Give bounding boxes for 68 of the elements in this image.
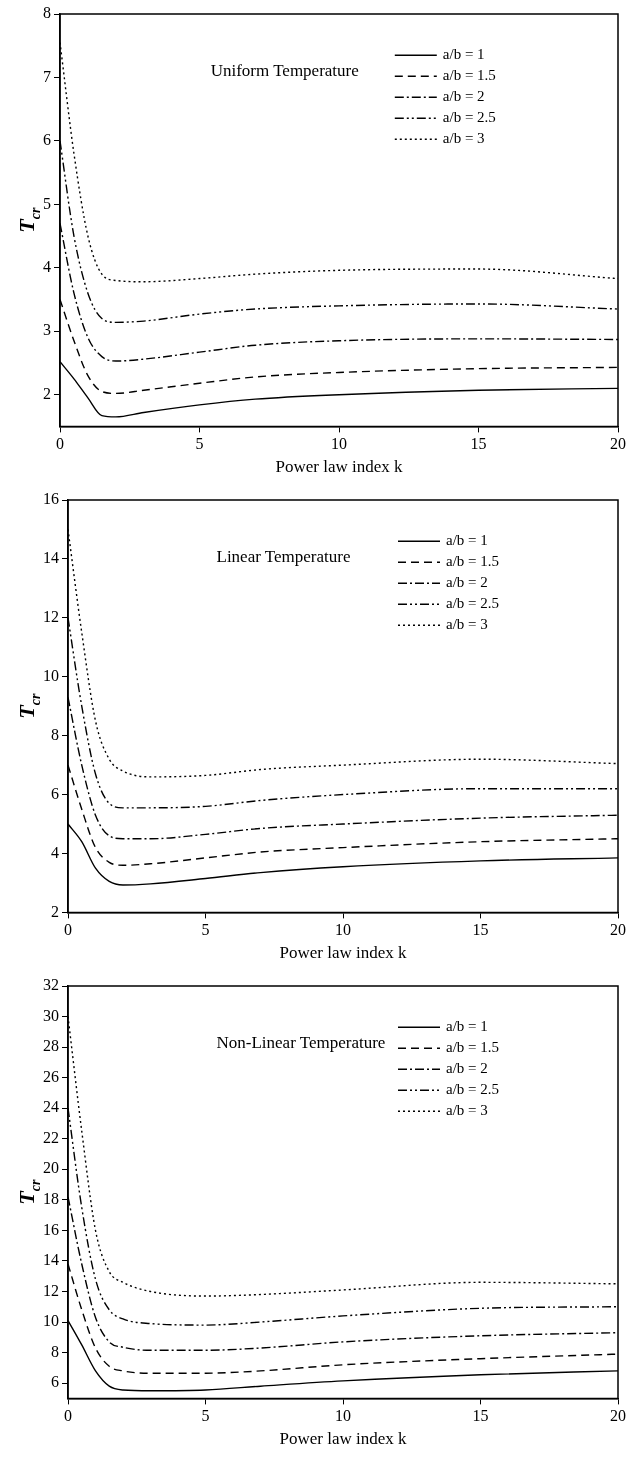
y-tick-label: 20 [43,1159,59,1177]
legend-label: a/b = 2 [442,88,485,105]
legend-label: a/b = 1.5 [446,1039,500,1056]
y-tick-label: 8 [51,1342,59,1360]
x-axis-title: Power law index k [275,457,403,477]
y-tick-label: 6 [43,131,51,149]
legend-label: a/b = 3 [446,616,488,633]
x-tick-label: 0 [64,1407,72,1425]
y-tick-label: 7 [43,67,51,85]
x-tick-label: 15 [472,921,489,939]
legend-label: a/b = 3 [446,1102,488,1119]
legend-label: a/b = 1.5 [442,67,496,84]
x-tick-label: 5 [201,921,210,939]
y-tick-label: 14 [43,549,59,567]
x-tick-label: 10 [331,435,347,453]
y-tick-label: 30 [43,1006,59,1024]
y-axis-title: Tcr [14,1179,43,1205]
x-tick-label: 15 [470,435,487,453]
legend-label: a/b = 1.5 [446,553,500,570]
y-tick-label: 8 [51,725,59,743]
y-axis-title: Tcr [14,207,43,233]
x-axis-title: Power law index k [279,943,407,963]
y-tick-label: 12 [43,608,59,626]
x-tick-label: 20 [610,1407,626,1425]
text: Uniform Temperature [210,61,359,81]
x-tick-label: 5 [201,1407,210,1425]
legend-label: a/b = 2.5 [442,109,496,126]
y-tick-label: 32 [43,976,59,994]
y-tick-label: 16 [43,490,59,508]
y-tick-label: 26 [43,1067,59,1085]
y-tick-label: 10 [43,1312,59,1330]
x-tick-label: 10 [335,1407,351,1425]
legend-label: a/b = 2.5 [446,1081,500,1098]
legend-label: a/b = 1 [446,532,488,549]
x-tick-label: 20 [610,435,626,453]
y-tick-label: 24 [43,1098,59,1116]
text: Linear Temperature [216,547,351,567]
y-tick-label: 12 [43,1281,59,1299]
x-axis-title: Power law index k [279,1429,407,1449]
y-tick-label: 10 [43,666,59,684]
y-tick-label: 4 [51,843,59,861]
y-tick-label: 6 [51,1373,59,1391]
legend-label: a/b = 2.5 [446,595,500,612]
y-tick-label: 22 [43,1128,59,1146]
y-tick-label: 3 [43,321,51,339]
text: Non-Linear Temperature [216,1033,386,1053]
legend-label: a/b = 1 [442,46,485,63]
y-tick-label: 16 [43,1220,59,1238]
y-tick-label: 2 [43,384,51,402]
x-tick-label: 15 [472,1407,489,1425]
x-tick-label: 5 [195,435,204,453]
legend-label: a/b = 3 [442,130,485,147]
legend-label: a/b = 1 [446,1018,488,1035]
y-tick-label: 28 [43,1037,59,1055]
y-tick-label: 14 [43,1251,59,1269]
legend-label: a/b = 2 [446,1060,488,1077]
y-tick-label: 2 [51,902,59,920]
y-tick-label: 6 [51,784,59,802]
y-tick-label: 5 [43,194,51,212]
y-tick-label: 8 [43,4,51,22]
x-tick-label: 0 [64,921,72,939]
x-tick-label: 10 [335,921,351,939]
y-axis-title: Tcr [14,693,43,719]
x-tick-label: 0 [56,435,64,453]
y-tick-label: 18 [43,1190,59,1208]
x-tick-label: 20 [610,921,626,939]
y-tick-label: 4 [43,257,51,275]
legend-label: a/b = 2 [446,574,488,591]
